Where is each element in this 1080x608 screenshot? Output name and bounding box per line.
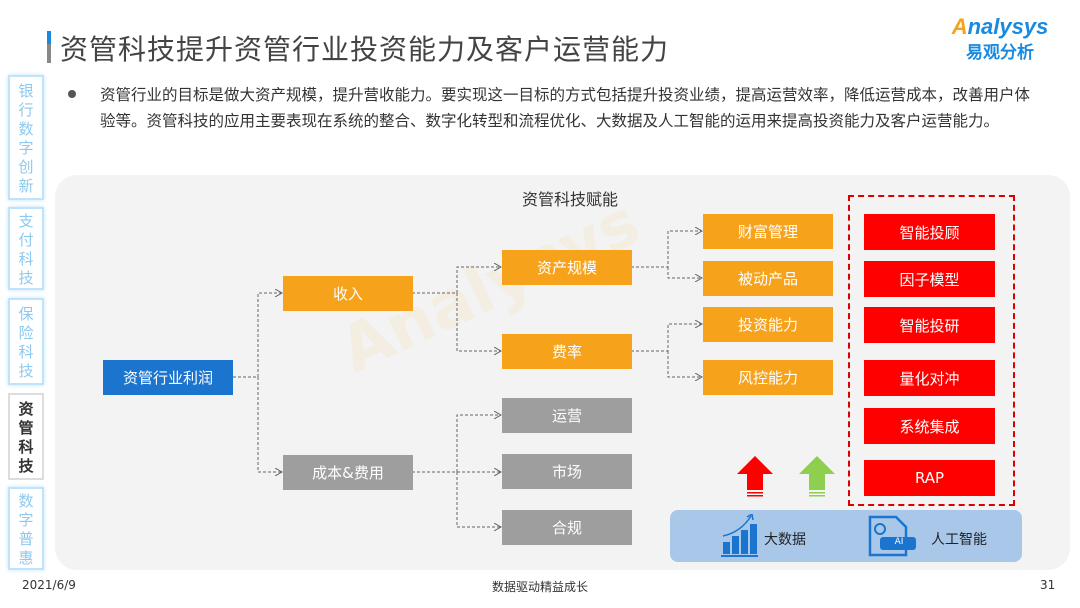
analysys-logo: Analysys 易观分析 (951, 14, 1049, 63)
foundation-ai: 人工智能 (931, 532, 987, 548)
node-revenue: 收入 (283, 276, 413, 311)
title-accent-bar (47, 31, 51, 63)
tech-smart-research: 智能投研 (864, 307, 995, 343)
node-compliance: 合规 (502, 510, 632, 545)
bullet-dot (68, 90, 76, 98)
tech-quant-hedge: 量化对冲 (864, 360, 995, 396)
foundation-big-data: 大数据 (764, 532, 806, 548)
ai-document-icon (868, 515, 916, 557)
tech-frame (848, 195, 1015, 506)
node-fee-rate: 费率 (502, 334, 632, 369)
footer-date: 2021/6/9 (22, 578, 76, 592)
up-arrow-red-icon (737, 456, 773, 497)
page-title: 资管科技提升资管行业投资能力及客户运营能力 (60, 33, 670, 66)
node-wealth-mgmt: 财富管理 (703, 214, 833, 249)
side-tab-payment[interactable]: 支付科技 (8, 207, 44, 290)
up-arrow-green-icon (799, 456, 835, 497)
summary-text: 资管行业的目标是做大资产规模，提升营收能力。要实现这一目标的方式包括提升投资业绩… (100, 86, 1031, 130)
side-tab-asset-mgmt[interactable]: 资管科技 (8, 393, 44, 480)
page-number: 31 (1040, 578, 1056, 592)
side-tab-inclusive[interactable]: 数字普惠 (8, 487, 44, 570)
side-tab-insurance[interactable]: 保险科技 (8, 298, 44, 385)
ai-badge: AI (894, 537, 904, 547)
tech-factor-model: 因子模型 (864, 261, 995, 297)
node-root: 资管行业利润 (103, 360, 233, 395)
node-asset-scale: 资产规模 (502, 250, 632, 285)
node-investment-ability: 投资能力 (703, 307, 833, 342)
tech-rap: RAP (864, 460, 995, 496)
footer-slogan: 数据驱动精益成长 (491, 580, 588, 594)
node-market: 市场 (502, 454, 632, 489)
tech-robo-advisor: 智能投顾 (864, 214, 995, 250)
node-passive-products: 被动产品 (703, 261, 833, 296)
diagram-title: 资管科技赋能 (521, 190, 618, 209)
node-operation: 运营 (502, 398, 632, 433)
side-tab-bank[interactable]: 银行数字创新 (8, 75, 44, 200)
tech-system-integration: 系统集成 (864, 408, 995, 444)
node-cost: 成本&费用 (283, 455, 413, 490)
node-risk-control: 风控能力 (703, 360, 833, 395)
bar-chart-growth-icon (721, 514, 758, 557)
